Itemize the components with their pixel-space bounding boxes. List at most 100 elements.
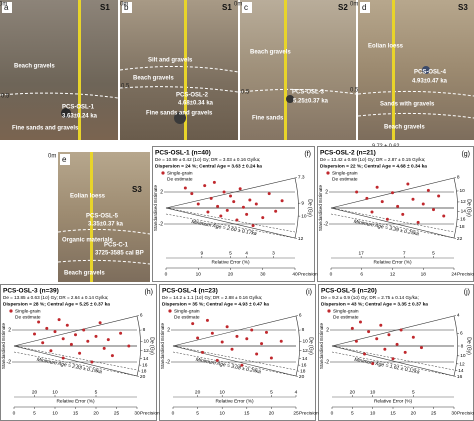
de-tick-label: 18 xyxy=(300,369,306,375)
grain-point xyxy=(212,180,216,184)
legend-dot xyxy=(168,309,172,313)
relerr-label: Relative Error (%) xyxy=(56,398,95,404)
panel-frame xyxy=(152,146,315,282)
grain-point xyxy=(61,356,65,360)
grain-point xyxy=(61,337,65,341)
precision-tick-label: 6 xyxy=(360,271,363,277)
precision-tick-label: 0 xyxy=(330,271,333,277)
ruler xyxy=(284,0,287,140)
grain-point xyxy=(49,349,53,353)
z-tick-label: 2 xyxy=(160,189,163,195)
sample-hole xyxy=(286,95,294,103)
stats-line: De = 9.2 ± 0.9 (1σ) Gy; DR = 2.75 ± 0.14… xyxy=(321,295,419,300)
depth: 0m xyxy=(120,2,128,8)
grain-point xyxy=(69,342,73,346)
grain-point xyxy=(82,328,86,332)
grain-point xyxy=(383,347,387,351)
relerr-tick-label: 10 xyxy=(52,389,58,395)
grain-point xyxy=(225,325,229,329)
de-tick-label: 16 xyxy=(457,374,463,380)
y-axis-label: Standardised Estimate xyxy=(153,184,158,231)
legend-label: De estimate xyxy=(174,314,200,320)
panel-letter: e xyxy=(62,155,67,164)
precision-tick-label: 0 xyxy=(13,410,16,416)
relerr-tick-label: 3 xyxy=(272,250,275,256)
stats-line: De = 14.2 ± 1.1 (1σ) Gy; DR = 2.88 ± 0.1… xyxy=(162,295,262,300)
grain-point xyxy=(274,209,278,213)
precision-tick-label: 0 xyxy=(172,410,175,416)
site: S2 xyxy=(338,3,348,12)
boundary xyxy=(0,92,119,99)
grain-point xyxy=(437,194,441,198)
de-tick-label: 14 xyxy=(302,356,308,362)
grain-point xyxy=(363,352,367,356)
legend-label: Single-grain xyxy=(333,308,359,314)
depth: 0.5 xyxy=(1,94,10,100)
precision-tick-label: 20 xyxy=(269,410,275,416)
grain-point xyxy=(355,190,359,194)
sample-label: PCS-OSL-2 xyxy=(176,93,209,99)
grain-point xyxy=(127,344,131,348)
precision-label: Precision xyxy=(140,410,160,416)
z-tick-label: -2 xyxy=(166,359,171,365)
grain-point xyxy=(201,350,205,354)
grain-point xyxy=(219,214,223,218)
layer-label: Eolian loess xyxy=(368,44,404,50)
z-tick-label: -2 xyxy=(325,359,330,365)
grain-point xyxy=(280,199,284,203)
letter-box xyxy=(2,2,12,13)
radial-sector xyxy=(13,315,141,377)
de-tick-label: 14 xyxy=(143,356,149,362)
grain-point xyxy=(183,186,187,190)
de-tick-label: 20 xyxy=(140,374,146,380)
precision-tick-label: 10 xyxy=(370,410,376,416)
relerr-tick-label: 4 xyxy=(295,389,298,395)
grain-point xyxy=(57,318,61,322)
z-tick-label: -2 xyxy=(159,221,164,227)
min-age-line xyxy=(165,213,296,239)
de-tick-label: 10 xyxy=(144,339,150,345)
precision-label: Precision xyxy=(457,410,474,416)
stats-line: De = 13.42 ± 0.69 (1σ) Gy; DR = 2.87 ± 0… xyxy=(320,157,425,162)
relerr-tick-label: 17 xyxy=(358,250,364,256)
grain-point xyxy=(225,208,229,212)
site: S3 xyxy=(458,3,468,12)
relerr-tick-label: 7 xyxy=(403,250,406,256)
sample-label: PCS-OSL-4 xyxy=(414,70,447,76)
sample-hole xyxy=(422,66,430,74)
de-tick-label: 16 xyxy=(460,217,466,223)
precision-tick-label: 30 xyxy=(260,271,266,277)
sample-hole xyxy=(174,112,186,124)
de-tick-label: 6 xyxy=(140,313,143,319)
panel-letter: (f) xyxy=(304,151,311,158)
layer-label: Silt and gravels xyxy=(148,58,193,64)
sample-label: PCS-OSL-1 xyxy=(62,105,95,111)
de-tick-label: 9 xyxy=(301,200,304,206)
de-tick-label: 12 xyxy=(459,361,465,367)
grain-point xyxy=(387,333,391,337)
grain-point xyxy=(220,340,224,344)
min-age-line xyxy=(165,207,296,233)
relerr-tick-label: 5 xyxy=(270,389,273,395)
grain-point xyxy=(260,342,264,346)
layer-label: Fine sands xyxy=(252,116,284,122)
ruler xyxy=(78,0,81,140)
de-axis-label: De (Gy) xyxy=(149,337,155,355)
age-label: 4.68±0.34 ka xyxy=(178,101,214,107)
precision-tick-label: 15 xyxy=(73,410,79,416)
stats-line: De = 10.99 ± 0.42 (1σ) Gy; DR = 3.03 ± 0… xyxy=(155,157,260,162)
precision-tick-label: 12 xyxy=(390,271,396,277)
grain-point xyxy=(380,200,384,204)
age-label: 5.25±0.37 ka xyxy=(293,99,329,105)
grain-point xyxy=(255,352,259,356)
boundary xyxy=(239,88,357,95)
z-tick-label: 2 xyxy=(326,327,329,333)
precision-tick-label: 10 xyxy=(196,271,202,277)
grain-point xyxy=(215,358,219,362)
photo xyxy=(358,0,474,140)
z-tick-label: -2 xyxy=(324,221,329,227)
grain-point xyxy=(94,334,98,338)
grain-point xyxy=(65,323,69,327)
precision-tick-label: 20 xyxy=(228,271,234,277)
z-tick-label: 2 xyxy=(325,189,328,195)
